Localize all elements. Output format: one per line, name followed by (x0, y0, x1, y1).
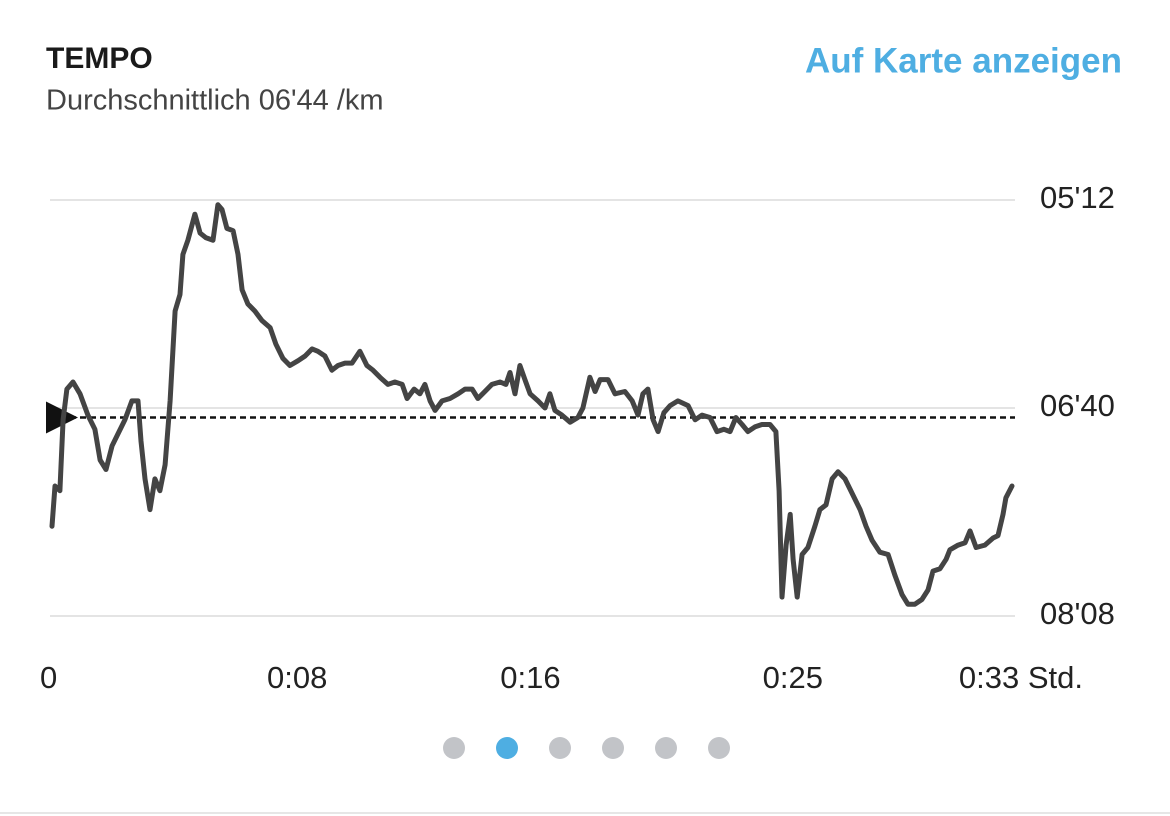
x-tick-label: 0:08 (267, 660, 327, 695)
y-tick-label: 05'12 (1040, 180, 1115, 215)
x-tick-label: 0 (40, 660, 57, 695)
x-tick-label: 0:25 (763, 660, 823, 695)
x-tick-label: 0:16 (500, 660, 560, 695)
title: TEMPO (46, 42, 153, 75)
page-dot[interactable] (443, 737, 465, 759)
page-dots (443, 737, 730, 759)
subtitle: Durchschnittlich 06'44 /km (46, 85, 384, 117)
page-dot[interactable] (602, 737, 624, 759)
pace-line (49, 202, 1015, 607)
map-link[interactable]: Auf Karte anzeigen (805, 41, 1122, 80)
page-dot-active[interactable] (496, 737, 518, 759)
y-tick-label: 08'08 (1040, 596, 1115, 631)
page-dot[interactable] (655, 737, 677, 759)
page-dot[interactable] (708, 737, 730, 759)
x-tick-label: 0:33 Std. (959, 660, 1083, 695)
y-tick-label: 06'40 (1040, 388, 1115, 423)
page-dot[interactable] (549, 737, 571, 759)
